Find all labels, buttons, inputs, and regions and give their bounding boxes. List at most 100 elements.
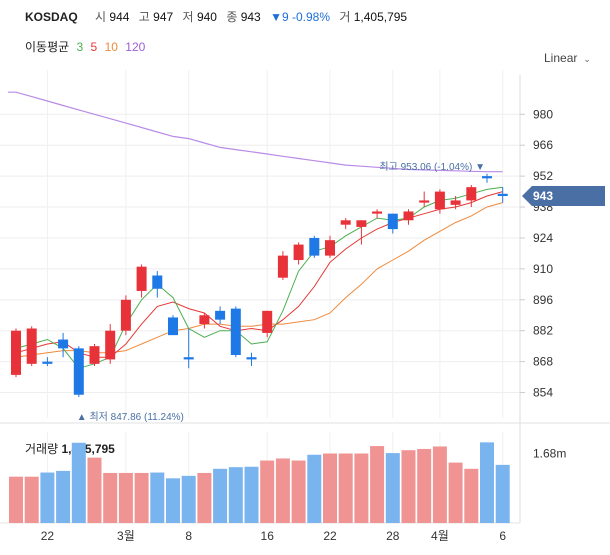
price-tick-label: 966 [533, 138, 553, 152]
candle-down [168, 317, 178, 336]
volume-bar [197, 472, 212, 523]
volume-title-label: 거래량 [25, 442, 59, 456]
volume-bar [150, 472, 165, 523]
date-tick-label: 6 [499, 529, 506, 543]
date-tick-label: 22 [41, 529, 55, 543]
price-tick-label: 980 [533, 107, 553, 121]
volume-bar [181, 475, 196, 523]
ma10-line [15, 202, 503, 358]
high-annotation: 최고 953.06 (-1.04%) ▼ [379, 161, 485, 173]
price-tick-label: 854 [533, 386, 553, 400]
ma120-legend: 120 [125, 40, 146, 54]
candle-up [199, 315, 210, 325]
volume-bar [480, 442, 494, 523]
ma-legend-label: 이동평균 [25, 40, 70, 54]
volume-bar [213, 468, 228, 523]
date-tick-label: 16 [261, 529, 275, 543]
volume-tick-label: 1.68m [533, 447, 566, 461]
volume-bar [103, 472, 118, 523]
low-label: 저 [182, 10, 194, 24]
volume-bar [401, 450, 416, 523]
volume-bar [260, 460, 275, 523]
price-tick-label: 952 [533, 169, 553, 183]
ma3-legend: 3 [76, 40, 84, 54]
change-value: ▼9 -0.98% [270, 10, 330, 24]
volume-bar [275, 458, 290, 523]
ma10-legend: 10 [104, 40, 118, 54]
date-tick-label: 3월 [117, 529, 135, 543]
candle-up [136, 266, 147, 291]
ma-legend[interactable]: 이동평균 3 5 10 120 [25, 38, 149, 55]
volume-bar [228, 467, 243, 523]
price-tick-label: 882 [533, 324, 553, 338]
current-price-badge [522, 186, 605, 206]
annotations: 최고 953.06 (-1.04%) ▼ ▲ 최저 847.86 (11.24%) [77, 161, 485, 423]
volume-bar [24, 476, 39, 523]
candle-down [183, 357, 194, 360]
price-tick-label: 910 [533, 262, 553, 276]
candle-down [215, 310, 226, 320]
close-value: 943 [240, 10, 261, 24]
scale-mode-label: Linear [544, 51, 578, 65]
volume-bar [40, 472, 55, 523]
volume-bar [354, 453, 369, 523]
candle-down [497, 193, 508, 196]
high-label: 고 [138, 10, 150, 24]
price-tick-label: 924 [533, 231, 553, 245]
candle-up [450, 200, 461, 205]
date-tick-label: 22 [323, 529, 337, 543]
candle-up [120, 299, 131, 331]
date-axis: 22 3월 8 16 22 28 4월 6 [41, 529, 507, 543]
date-tick-label: 8 [185, 529, 192, 543]
high-value: 947 [153, 10, 174, 24]
volume-label: 거 [339, 10, 351, 24]
close-label: 종 [226, 10, 238, 24]
current-price-label: 943 [533, 189, 553, 203]
candle-down [152, 275, 163, 289]
candle-down [230, 308, 241, 355]
volume-bar [417, 448, 432, 523]
candle-down [58, 339, 69, 349]
price-tick-label: 896 [533, 293, 553, 307]
volume-value: 1,405,795 [353, 10, 408, 24]
volume-bar [432, 446, 447, 523]
candle-up [356, 220, 367, 227]
volume-bar [307, 454, 322, 523]
open-value: 944 [109, 10, 130, 24]
candle-down [482, 176, 492, 179]
candle-up [372, 211, 383, 214]
candle-up [293, 244, 304, 261]
scale-mode-dropdown[interactable]: Linear ⌄ [544, 51, 591, 65]
candle-down [309, 237, 320, 256]
symbol: KOSDAQ [25, 10, 78, 24]
low-value: 940 [196, 10, 217, 24]
volume-bar [495, 464, 510, 523]
low-annotation: ▲ 최저 847.86 (11.24%) [77, 411, 184, 423]
volume-bar [385, 453, 400, 523]
date-tick-label: 4월 [431, 529, 449, 543]
candlesticks [11, 173, 508, 397]
ma3-line [15, 186, 503, 369]
volume-bar [87, 457, 102, 523]
candle-up [434, 191, 445, 210]
candle-up [89, 346, 100, 364]
open-label: 시 [95, 10, 107, 24]
ma5-line [15, 191, 503, 358]
price-tick-label: 868 [533, 355, 553, 369]
chevron-down-icon: ⌄ [583, 54, 591, 64]
grid [0, 70, 610, 524]
ma5-legend: 5 [90, 40, 98, 54]
candle-up [26, 328, 37, 364]
volume-bar [118, 472, 133, 523]
candle-up [262, 310, 273, 333]
candle-down [246, 357, 257, 360]
candle-up [340, 220, 351, 225]
volume-bar [370, 446, 385, 523]
volume-bar [9, 476, 23, 523]
candle-down [73, 348, 84, 395]
candle-up [105, 330, 116, 360]
volume-bar [56, 470, 71, 523]
volume-bar [338, 453, 353, 523]
